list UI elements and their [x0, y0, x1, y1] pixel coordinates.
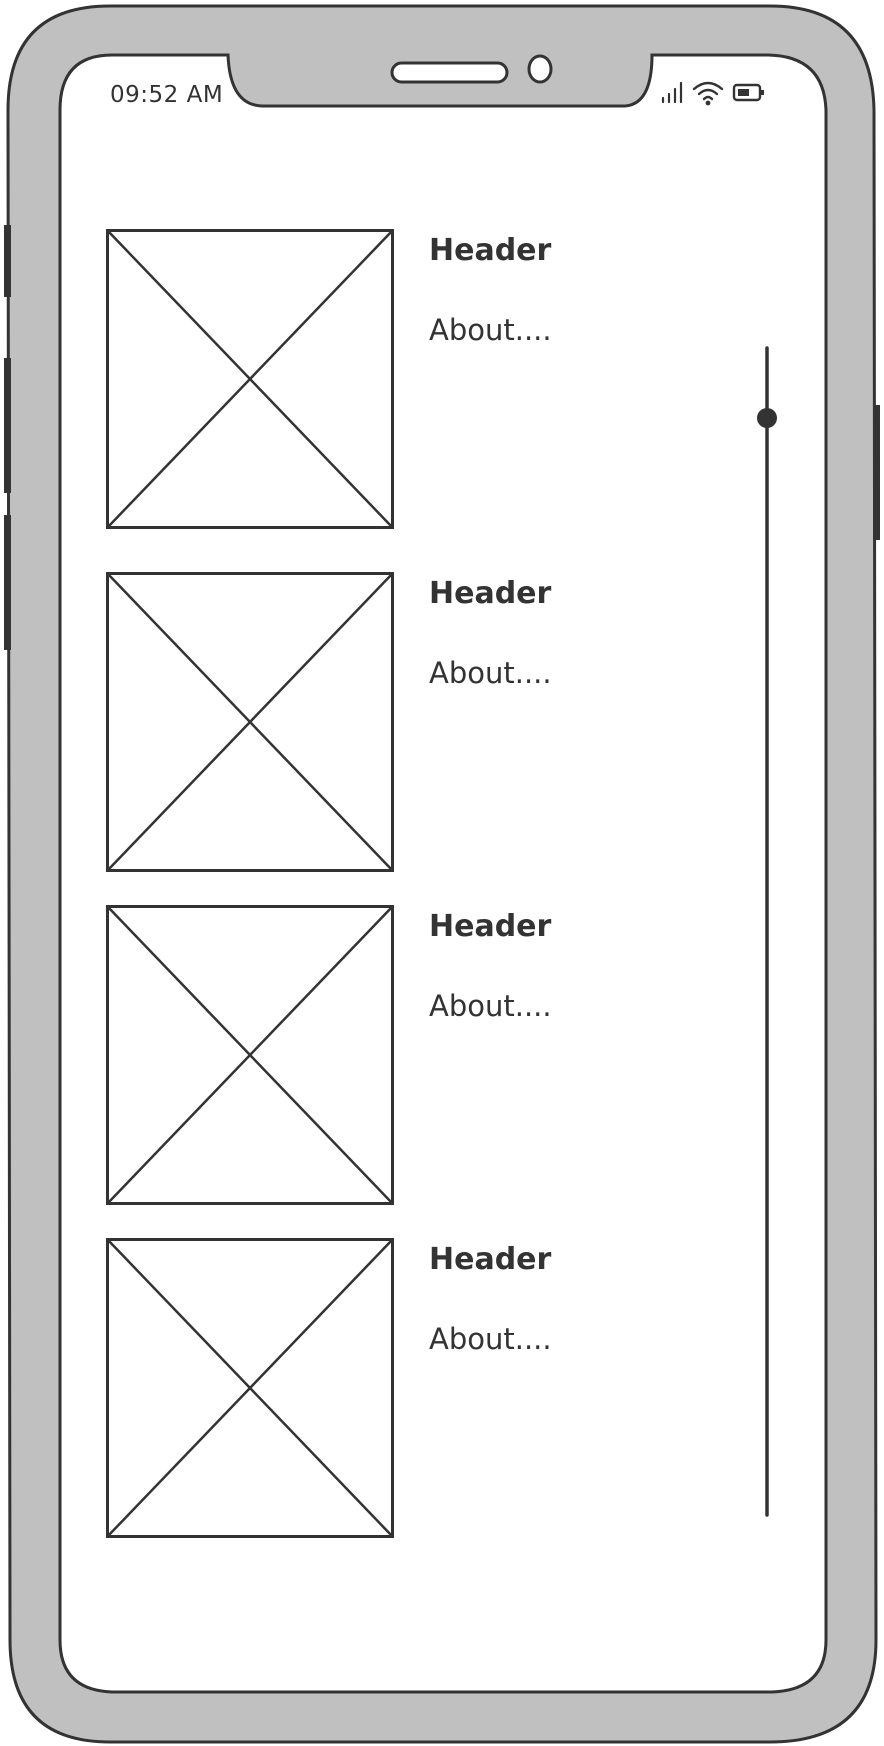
- list-item-header: Header: [429, 233, 552, 268]
- list-item[interactable]: Header About....: [106, 572, 706, 872]
- list-item-about: About....: [429, 989, 552, 1023]
- status-icons: [661, 81, 764, 106]
- list-item[interactable]: Header About....: [106, 905, 706, 1205]
- image-placeholder-icon: [106, 572, 394, 872]
- image-placeholder-icon: [106, 905, 394, 1205]
- status-time: 09:52 AM: [110, 82, 224, 108]
- list-item-header: Header: [429, 576, 552, 611]
- list-item-header: Header: [429, 1242, 552, 1277]
- list-item-about: About....: [429, 656, 552, 690]
- scrollbar-thumb: [757, 408, 777, 428]
- list-item-header: Header: [429, 909, 552, 944]
- wifi-icon: [692, 81, 724, 106]
- list-item[interactable]: Header About....: [106, 229, 706, 529]
- list-item-about: About....: [429, 1322, 552, 1356]
- image-placeholder-icon: [106, 1238, 394, 1538]
- battery-icon: [732, 83, 764, 102]
- front-camera: [527, 54, 553, 84]
- image-placeholder-icon: [106, 229, 394, 529]
- speaker-grille: [390, 61, 509, 84]
- cellular-signal-icon: [661, 81, 683, 104]
- list-item-about: About....: [429, 313, 552, 347]
- scrollbar[interactable]: [752, 345, 782, 1520]
- list-item[interactable]: Header About....: [106, 1238, 706, 1538]
